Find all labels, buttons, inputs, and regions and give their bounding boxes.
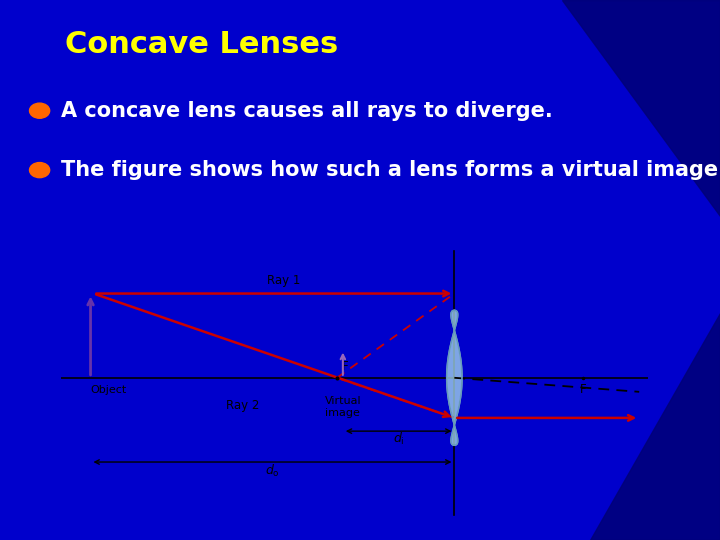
Text: The figure shows how such a lens forms a virtual image.: The figure shows how such a lens forms a… bbox=[61, 160, 720, 180]
Text: Ray 1: Ray 1 bbox=[268, 274, 301, 287]
Text: A concave lens causes all rays to diverge.: A concave lens causes all rays to diverg… bbox=[61, 100, 553, 121]
Text: F: F bbox=[342, 360, 348, 373]
Polygon shape bbox=[590, 313, 720, 540]
Circle shape bbox=[30, 163, 50, 178]
Text: F: F bbox=[580, 383, 587, 396]
Text: Virtual
image: Virtual image bbox=[325, 396, 361, 417]
Circle shape bbox=[30, 103, 50, 118]
Polygon shape bbox=[562, 0, 720, 216]
Text: $d_{\rm i}$: $d_{\rm i}$ bbox=[393, 431, 405, 447]
Text: Concave Lenses: Concave Lenses bbox=[65, 30, 338, 59]
Text: Object: Object bbox=[91, 385, 127, 395]
Polygon shape bbox=[446, 310, 462, 445]
Text: Ray 2: Ray 2 bbox=[226, 399, 260, 411]
Text: $d_{\rm o}$: $d_{\rm o}$ bbox=[265, 463, 280, 479]
